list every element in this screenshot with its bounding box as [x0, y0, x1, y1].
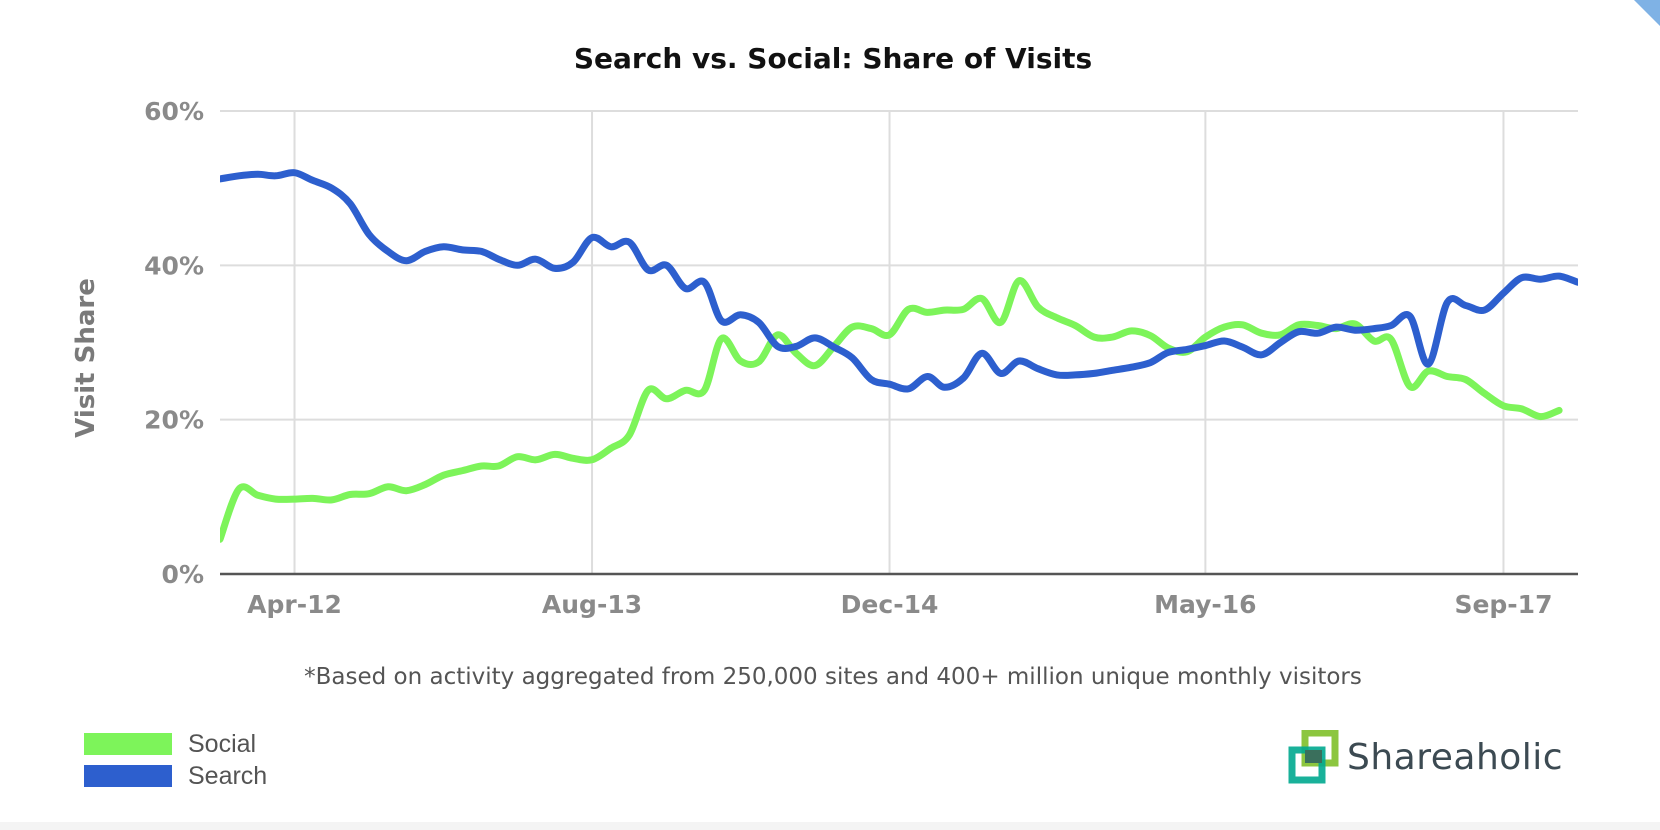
- y-tick-label: 40%: [144, 251, 204, 280]
- x-tick-label: May-16: [1154, 590, 1256, 619]
- legend-label-social: Social: [188, 729, 257, 758]
- legend: Social Search: [84, 728, 267, 792]
- x-tick-label: Apr-12: [247, 590, 342, 619]
- y-tick-label: 20%: [144, 406, 204, 435]
- gridlines: [220, 110, 1578, 576]
- brand-name: Shareaholic: [1347, 736, 1564, 778]
- interlocking-squares-icon: [1288, 730, 1339, 784]
- x-tick-label: Sep-17: [1454, 590, 1552, 619]
- x-tick-label: Dec-14: [841, 590, 939, 619]
- x-axis-ticks: Apr-12 Aug-13 Dec-14 May-16 Sep-17: [247, 590, 1552, 619]
- x-tick-label: Aug-13: [542, 590, 642, 619]
- series-line-search: [220, 169, 1578, 393]
- y-axis-ticks: 0% 20% 40% 60%: [144, 97, 204, 589]
- line-chart: Search vs. Social: Share of Visits 0% 20%…: [71, 42, 1578, 690]
- legend-swatch-search: [84, 765, 172, 787]
- legend-label-search: Search: [188, 761, 268, 790]
- y-axis-label: Visit Share: [71, 278, 101, 438]
- series-lines: [220, 169, 1578, 543]
- corner-fold-icon: [1634, 0, 1660, 26]
- footnote: *Based on activity aggregated from 250,0…: [304, 664, 1362, 690]
- legend-swatch-social: [84, 733, 172, 755]
- legend-item-social: Social: [84, 728, 267, 760]
- brand-logo: Shareaholic: [1287, 730, 1563, 784]
- chart-title: Search vs. Social: Share of Visits: [574, 42, 1092, 75]
- y-tick-label: 60%: [144, 97, 204, 126]
- legend-item-search: Search: [84, 760, 267, 792]
- y-tick-label: 0%: [162, 560, 204, 589]
